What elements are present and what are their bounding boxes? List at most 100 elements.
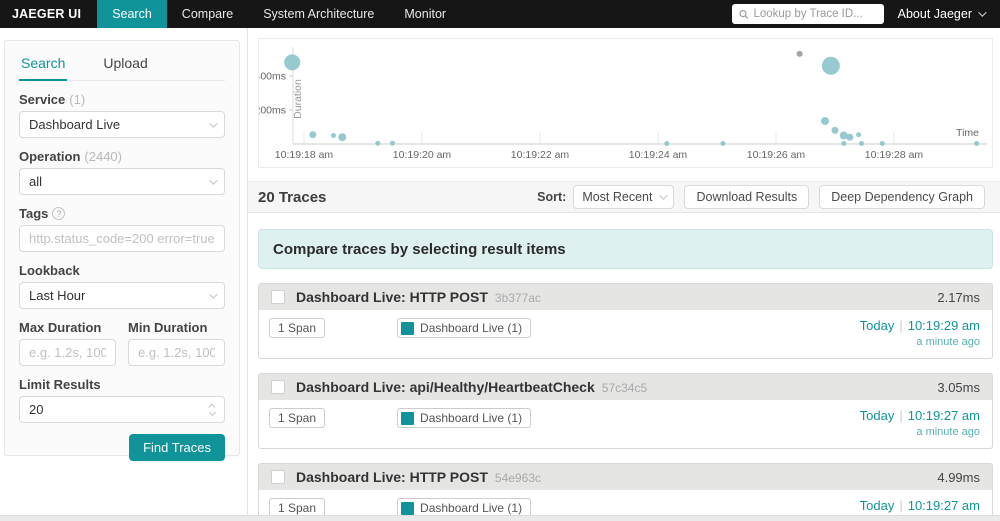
trace-id: 54e963c xyxy=(494,471,541,485)
lookback-label: Lookback xyxy=(19,263,80,278)
trace-point[interactable] xyxy=(821,56,840,75)
download-results-button[interactable]: Download Results xyxy=(684,185,810,209)
trace-point[interactable] xyxy=(831,126,839,134)
trace-point[interactable] xyxy=(846,133,854,141)
trace-point[interactable] xyxy=(390,140,395,146)
nav-item-monitor[interactable]: Monitor xyxy=(404,7,447,21)
min-duration-input[interactable] xyxy=(138,345,215,360)
sort-label: Sort: xyxy=(537,190,567,204)
trace-result-row[interactable]: Dashboard Live: api/Healthy/HeartbeatChe… xyxy=(258,373,993,449)
trace-point[interactable] xyxy=(839,131,848,140)
min-duration-group: Min Duration xyxy=(128,320,225,366)
trace-point[interactable] xyxy=(796,50,803,57)
nav-item-compare[interactable]: Compare xyxy=(181,7,234,21)
trace-row-header: Dashboard Live: HTTP POST 54e963c 4.99ms xyxy=(259,464,992,490)
trace-lookup-input[interactable] xyxy=(753,8,877,20)
trace-point[interactable] xyxy=(879,141,885,146)
about-jaeger-label: About Jaeger xyxy=(897,7,972,21)
deep-dependency-graph-button[interactable]: Deep Dependency Graph xyxy=(819,185,985,209)
operation-select[interactable]: all xyxy=(19,168,225,195)
trace-title: Dashboard Live: HTTP POST 3b377ac xyxy=(296,289,541,305)
span-count-pill: 1 Span xyxy=(269,318,326,338)
trace-title: Dashboard Live: HTTP POST 54e963c xyxy=(296,469,541,485)
nav-item-system-architecture[interactable]: System Architecture xyxy=(263,7,375,21)
trace-duration: 3.05ms xyxy=(937,379,980,395)
trace-result-row[interactable]: Dashboard Live: HTTP POST 54e963c 4.99ms … xyxy=(258,463,993,521)
trace-relative-time: a minute ago xyxy=(916,336,980,348)
trace-point[interactable] xyxy=(338,133,347,142)
limit-field-group: Limit Results xyxy=(19,377,225,423)
trace-id: 57c34c5 xyxy=(601,381,648,395)
trace-id: 3b377ac xyxy=(494,291,541,305)
trace-point[interactable] xyxy=(720,141,726,146)
trace-point[interactable] xyxy=(856,132,862,138)
trace-lookup-box[interactable] xyxy=(731,4,884,24)
service-select[interactable]: Dashboard Live xyxy=(19,111,225,138)
about-jaeger-menu[interactable]: About Jaeger xyxy=(898,0,1000,28)
operation-select-value: all xyxy=(29,174,43,189)
svg-text:10:19:20 am: 10:19:20 am xyxy=(393,149,452,161)
trace-row-header: Dashboard Live: api/Healthy/HeartbeatChe… xyxy=(259,374,992,400)
trace-point[interactable] xyxy=(331,133,336,138)
trace-point[interactable] xyxy=(841,141,847,146)
operation-label: Operation (2440) xyxy=(19,149,122,164)
min-duration-box xyxy=(128,339,225,366)
trace-time: 10:19:29 am xyxy=(907,318,980,333)
trace-timestamp: Today|10:19:27 am a minute ago xyxy=(859,408,980,438)
limit-results-box xyxy=(19,396,225,423)
trace-select-checkbox[interactable] xyxy=(271,470,285,484)
tags-input-box xyxy=(19,225,225,252)
trace-select-checkbox[interactable] xyxy=(271,380,285,394)
trace-time: 10:19:27 am xyxy=(907,408,980,423)
trace-point[interactable] xyxy=(284,54,301,71)
operation-field-group: Operation (2440) all xyxy=(19,149,225,195)
service-color-swatch xyxy=(401,501,415,515)
chevron-down-icon xyxy=(209,118,218,128)
svg-text:10:19:24 am: 10:19:24 am xyxy=(629,149,688,161)
sort-select[interactable]: Most Recent xyxy=(573,185,675,209)
tab-search[interactable]: Search xyxy=(19,51,68,81)
operation-count: (2440) xyxy=(84,149,122,164)
trace-duration: 4.99ms xyxy=(937,469,980,485)
service-count: (1) xyxy=(69,92,86,107)
bottom-strip xyxy=(0,515,1000,521)
max-duration-input[interactable] xyxy=(29,345,106,360)
number-stepper[interactable] xyxy=(208,403,217,417)
trace-relative-time: a minute ago xyxy=(916,426,980,438)
trace-timestamp: Today | 10:19:29 am a minute ago xyxy=(859,318,980,348)
trace-point[interactable] xyxy=(375,140,381,146)
lookback-select-value: Last Hour xyxy=(29,288,86,303)
trace-result-row[interactable]: Dashboard Live: HTTP POST 3b377ac 2.17ms … xyxy=(258,283,993,359)
trace-point[interactable] xyxy=(664,141,670,146)
help-icon[interactable]: ? xyxy=(52,207,66,220)
trace-row-body: 1 Span Dashboard Live (1) Today | 10:19:29… xyxy=(259,310,992,358)
chevron-down-icon xyxy=(978,8,987,17)
trace-day: Today xyxy=(859,408,895,423)
service-color-swatch xyxy=(401,411,415,425)
nav-item-search[interactable]: Search xyxy=(97,0,167,28)
search-results-main: 10:19:18 am 10:19:20 am 10:19:22 am 10:19:2… xyxy=(248,28,1000,521)
service-tag-pill: Dashboard Live (1) xyxy=(397,498,532,518)
chevron-down-icon xyxy=(209,289,218,299)
chevron-down-icon xyxy=(659,191,669,200)
compare-banner: Compare traces by selecting result items xyxy=(258,229,993,269)
duration-scatter-plot[interactable]: 10:19:18 am 10:19:20 am 10:19:22 am 10:19:2… xyxy=(254,39,992,167)
sort-select-value: Most Recent xyxy=(582,190,653,204)
trace-count: 20 Traces xyxy=(258,188,327,206)
search-form-card: Search Upload Service (1) Dashboard Live… xyxy=(4,40,240,461)
trace-point[interactable] xyxy=(859,141,864,146)
trace-row-body: 1 Span Dashboard Live (1) Today | 10:19:27… xyxy=(259,400,992,448)
tab-upload[interactable]: Upload xyxy=(103,55,148,71)
duration-field-group: Max Duration Min Duration xyxy=(19,320,225,366)
tags-field-group: Tags ? xyxy=(19,206,225,252)
tags-input[interactable] xyxy=(29,231,215,246)
trace-point[interactable] xyxy=(974,141,980,146)
limit-results-input[interactable] xyxy=(29,402,210,417)
lookback-select[interactable]: Last Hour xyxy=(19,282,225,309)
find-traces-button[interactable]: Find Traces xyxy=(129,434,225,461)
stepper-down-icon[interactable] xyxy=(208,408,217,417)
trace-point[interactable] xyxy=(309,131,317,139)
trace-select-checkbox[interactable] xyxy=(271,290,285,304)
trace-point[interactable] xyxy=(821,117,829,125)
service-color-swatch xyxy=(401,321,415,335)
